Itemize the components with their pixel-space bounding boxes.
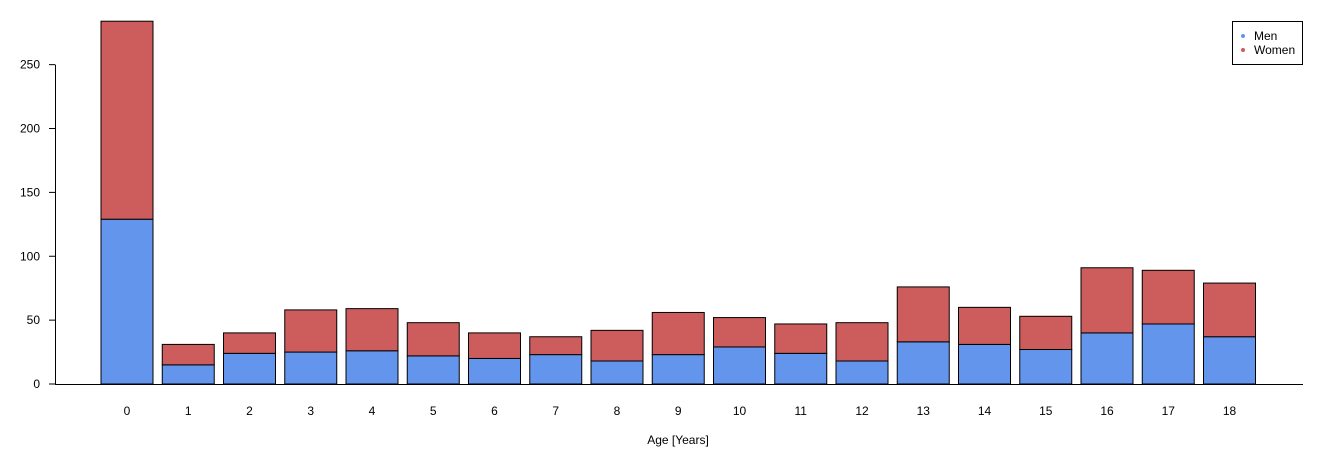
legend-swatch-women: [1241, 48, 1245, 52]
y-tick-label: 200: [20, 122, 40, 136]
x-tick-label: 0: [124, 404, 131, 418]
x-tick-label: 18: [1223, 404, 1237, 418]
bar-men-6: [468, 357, 521, 385]
x-tick-label: 5: [430, 404, 437, 418]
y-axis: 0 50 100 150 200 250: [20, 58, 56, 391]
bar-men-4: [345, 350, 399, 385]
bar-women-11: [774, 323, 828, 354]
x-tick-label: 16: [1100, 404, 1114, 418]
bar-women-16: [1080, 267, 1134, 334]
bar-women-1: [161, 343, 215, 366]
x-tick-label: 8: [614, 404, 621, 418]
bar-women-7: [529, 336, 583, 356]
x-tick-label: 11: [795, 404, 808, 418]
bar-women-10: [713, 317, 766, 348]
bars-group: [100, 20, 1256, 385]
bar-women-15: [1019, 315, 1073, 351]
y-tick-label: 250: [20, 58, 40, 72]
legend-box: [1232, 21, 1303, 65]
bar-men-2: [223, 352, 276, 385]
bar-women-6: [468, 332, 521, 359]
x-tick-label: 4: [369, 404, 376, 418]
bar-men-16: [1080, 332, 1134, 385]
bar-men-17: [1141, 323, 1195, 385]
x-tick-label: 14: [978, 404, 992, 418]
x-tick-label: 1: [185, 404, 192, 418]
bar-women-8: [590, 329, 644, 362]
x-axis: 0 1 2 3 4 5 6 7 8 9 10 11 12 13 14 15 16 17 18: [55, 384, 1303, 418]
bar-women-17: [1141, 269, 1195, 325]
bar-men-7: [529, 354, 583, 385]
bar-women-5: [406, 322, 460, 357]
x-tick-label: 6: [491, 404, 498, 418]
x-tick-label: 2: [246, 404, 253, 418]
legend-label-women: Women: [1254, 43, 1295, 57]
y-tick-label: 50: [27, 313, 41, 327]
y-tick-label: 100: [20, 249, 40, 263]
bar-men-12: [835, 360, 889, 385]
bar-women-12: [835, 322, 889, 362]
x-tick-label: 15: [1039, 404, 1053, 418]
x-tick-label: 3: [307, 404, 314, 418]
legend-swatch-men: [1241, 34, 1245, 38]
bar-men-5: [406, 355, 460, 385]
bar-women-13: [896, 286, 950, 343]
x-tick-label: 7: [552, 404, 559, 418]
x-tick-label: 13: [917, 404, 931, 418]
bar-men-11: [774, 352, 828, 385]
bar-men-3: [284, 351, 338, 385]
bar-men-0: [100, 218, 154, 385]
bar-men-9: [651, 354, 705, 385]
bar-women-4: [345, 308, 399, 352]
bar-men-10: [713, 346, 766, 385]
bar-women-18: [1203, 282, 1256, 338]
x-axis-label: Age [Years]: [647, 433, 709, 447]
x-tick-label: 12: [855, 404, 869, 418]
x-tick-label: 10: [733, 404, 747, 418]
y-tick-label: 0: [33, 377, 40, 391]
bar-women-9: [651, 311, 705, 356]
bar-men-8: [590, 360, 644, 385]
bar-women-2: [223, 332, 276, 354]
bar-men-14: [958, 343, 1011, 385]
x-tick-label: 17: [1162, 404, 1176, 418]
y-tick-label: 150: [20, 185, 40, 199]
x-tick-label: 9: [675, 404, 682, 418]
bar-women-3: [284, 309, 338, 353]
bar-women-0: [100, 20, 154, 220]
bar-men-13: [896, 341, 950, 385]
bar-men-15: [1019, 349, 1073, 385]
legend-label-men: Men: [1254, 29, 1277, 43]
bar-women-14: [958, 306, 1011, 345]
bar-men-1: [161, 364, 215, 385]
bar-men-18: [1203, 336, 1256, 385]
